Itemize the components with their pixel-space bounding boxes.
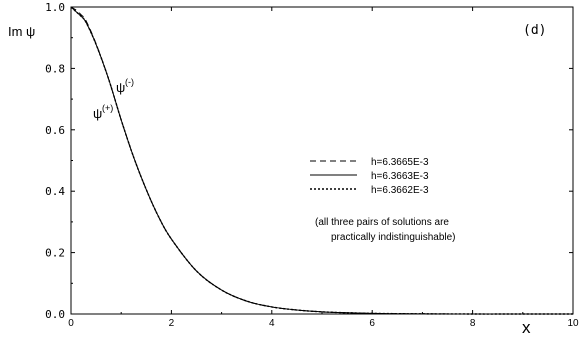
panel-label: (d) [523, 23, 546, 38]
legend-label-1: h=6.3665E-3 [371, 157, 429, 168]
note: (all three pairs of solutions are practic… [315, 217, 456, 243]
y-tick-label: 0.0 [45, 308, 65, 321]
curve-label-plus: ψ (+) [93, 103, 113, 121]
x-tick-label: 10 [567, 318, 579, 329]
legend: h=6.3665E-3 h=6.3663E-3 h=6.3662E-3 [310, 157, 429, 196]
series-line-3 [70, 6, 573, 315]
y-tick-label: 1.0 [45, 1, 65, 14]
curve-label-minus: ψ (-) [116, 77, 134, 95]
y-tick-label: 0.6 [45, 124, 65, 137]
note-line-2: practically indistinguishable) [331, 232, 456, 243]
y-tick-label: 0.2 [45, 247, 65, 260]
x-tick-label: 6 [369, 318, 375, 329]
y-tick-label: 0.4 [45, 185, 65, 198]
legend-label-3: h=6.3662E-3 [371, 185, 429, 196]
x-tick-label: 0 [68, 318, 74, 329]
curve-label-symbol: ψ [116, 80, 125, 95]
legend-label-2: h=6.3663E-3 [371, 171, 429, 182]
note-line-1: (all three pairs of solutions are [315, 217, 449, 228]
x-tick-label: 8 [470, 318, 476, 329]
x-tick-label: 4 [269, 318, 275, 329]
x-axis-label: x [522, 318, 531, 337]
curve-label-symbol: ψ [93, 106, 102, 121]
y-ticks: 0.0 0.2 0.4 0.6 0.8 1.0 [45, 1, 573, 321]
curve-label-superscript: (+) [102, 103, 113, 113]
curve-labels: ψ (-)ψ (+) [93, 77, 134, 121]
series-group [70, 6, 573, 315]
x-ticks: 0 2 4 6 8 10 [68, 7, 579, 329]
y-axis-label: Im ψ [8, 24, 35, 39]
curve-label-superscript: (-) [125, 77, 134, 87]
y-tick-label: 0.8 [45, 62, 65, 75]
x-tick-label: 2 [169, 318, 175, 329]
